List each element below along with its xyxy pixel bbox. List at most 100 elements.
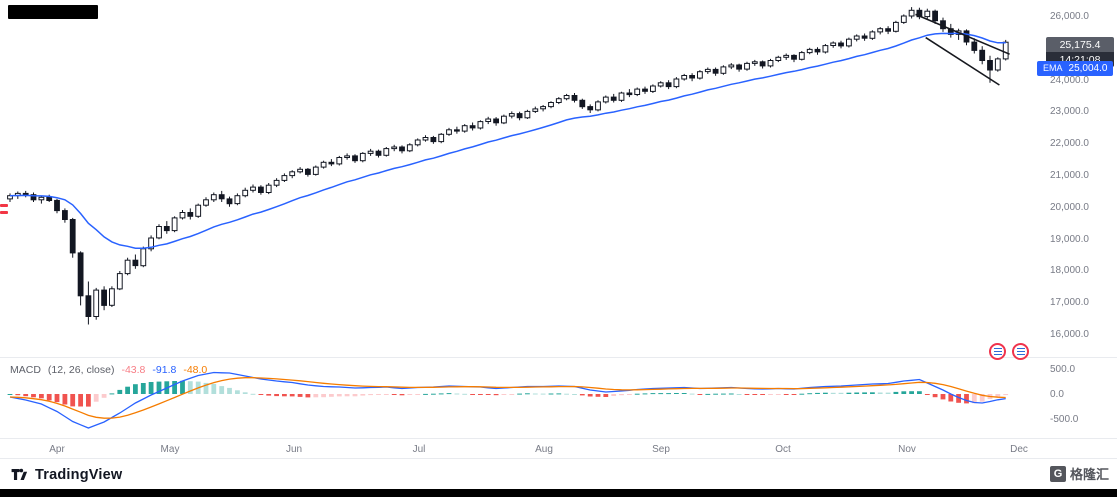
candle-body [454,129,460,132]
macd-histogram-bar [93,394,99,402]
price-axis-tick: 21,000.0 [1050,170,1089,181]
macd-histogram-bar [133,384,138,394]
candle-body [93,289,100,318]
macd-histogram-bar [242,392,248,394]
candle-body [265,184,272,193]
candle-body [932,10,939,22]
macd-histogram-bar [595,394,601,397]
macd-histogram-bar [438,393,444,395]
macd-histogram-bar [313,394,319,398]
candle-body [234,195,241,205]
macd-histogram-bar [31,394,36,398]
macd-histogram-bar [736,394,742,395]
left-edge-alert-marker [0,204,8,218]
candle-body [971,41,978,51]
time-axis-tick: Apr [49,444,65,455]
price-axis-tick: 26,000.0 [1050,11,1089,22]
candle-body [987,60,993,71]
candle-body [540,106,547,110]
candle-body [665,82,672,88]
gelonghui-watermark: G 格隆汇 [1049,464,1109,483]
macd-signal-line [9,377,1006,419]
macd-histogram-bar [854,392,860,394]
trendline-drawing[interactable] [925,36,1000,86]
macd-legend[interactable]: MACD (12, 26, close) -43.8 -91.8 -48.0 [10,365,207,376]
candle-body [924,10,931,18]
macd-histogram-bar [807,393,813,395]
tradingview-logo[interactable]: TradingView [10,465,122,484]
price-pane-chart[interactable] [0,0,1046,358]
chart-marker-icon-1[interactable] [989,343,1006,360]
candle-body [736,64,743,70]
candle-body [289,171,296,177]
candle-body [798,52,805,60]
candle-body [853,35,860,40]
candle-body [610,96,617,101]
macd-histogram-bar [274,394,279,397]
price-axis-tick: 19,000.0 [1050,233,1089,245]
macd-histogram-bar [101,394,107,398]
candle-body [140,248,147,267]
macd-histogram-bar [799,393,805,395]
trendline-drawing[interactable] [915,13,1010,55]
candle-body [422,137,429,141]
candle-body [101,289,107,306]
candle-body [618,92,625,101]
macd-histogram-bar [399,394,405,396]
candle-body [673,78,680,88]
macd-histogram-bar [485,394,491,395]
macd-histogram-bar [697,394,703,395]
candle-body [273,179,280,186]
macd-signal-value: -48.0 [183,364,208,376]
macd-histogram-bar [62,394,68,405]
macd-histogram-bar [572,394,577,395]
candle-body [893,21,899,32]
macd-histogram-bar [266,394,272,396]
time-axis-tick: Jun [285,444,303,455]
macd-histogram-bar [172,381,177,394]
candle-body [438,133,445,143]
macd-histogram-bar [627,394,632,395]
macd-histogram-bar [956,394,961,403]
macd-histogram-bar [658,393,664,395]
candle-body [900,15,907,23]
time-axis-tick: Jul [412,444,426,455]
macd-pane-chart[interactable] [0,358,1046,438]
macd-histogram-bar [877,392,883,394]
price-axis-tick: 17,000.0 [1050,297,1089,309]
candle-body [69,219,76,254]
macd-histogram-bar [360,394,366,396]
macd-histogram-bar [948,394,954,402]
macd-histogram-bar [705,393,711,395]
macd-axis-tick: 500.0 [1050,364,1076,375]
macd-histogram-bar [7,394,13,395]
price-axis-tick: 16,000.0 [1050,329,1089,340]
macd-histogram-bar [909,391,914,394]
macd-histogram-bar [760,394,765,395]
chart-marker-icon-2[interactable] [1012,343,1029,360]
macd-histogram-bar [431,393,436,395]
macd-title: MACD [10,364,41,376]
candle-body [830,42,837,46]
macd-histogram-bar [219,386,225,394]
macd-histogram-bar [39,394,44,399]
candle-body [367,150,374,154]
candle-body [250,186,256,191]
candle-body [508,113,515,117]
macd-histogram-bar [446,393,452,395]
candle-body [446,129,452,135]
macd-histogram-bar [423,393,428,395]
tradingview-logo-icon [11,468,28,481]
macd-histogram-bar [579,394,585,396]
candle-body [406,144,413,152]
pane-divider[interactable] [0,357,1117,358]
macd-histogram-bar [211,383,217,394]
gelonghui-text: 格隆汇 [1069,467,1109,482]
time-axis-tick: May [160,444,180,455]
price-axis-tick: 18,000.0 [1050,265,1089,277]
macd-histogram-bar [517,393,522,395]
macd-histogram-bar [830,392,836,394]
macd-histogram-bar [462,393,468,395]
candle-body [77,252,84,297]
candle-body [352,155,358,162]
